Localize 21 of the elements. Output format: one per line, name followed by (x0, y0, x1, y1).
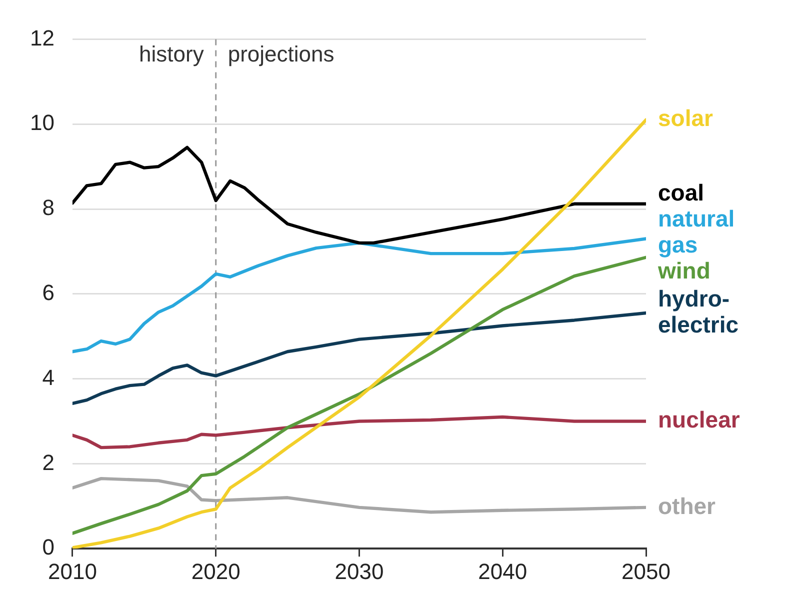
series-label: nuclear (658, 406, 740, 433)
x-tick-label: 2030 (334, 558, 384, 584)
y-tick-label: 4 (42, 364, 54, 390)
x-tick-label: 2020 (191, 558, 240, 584)
y-tick-label: 10 (30, 110, 54, 136)
x-tick-label: 2040 (478, 558, 528, 584)
series-label: wind (657, 258, 710, 284)
series-label: coal (658, 180, 704, 206)
series-label: solar (658, 105, 714, 132)
x-tick-label: 2050 (622, 558, 670, 584)
y-tick-label: 0 (42, 534, 54, 560)
series-label: hydro-electric (658, 285, 739, 338)
y-tick-label: 8 (42, 195, 54, 220)
y-tick-label: 12 (30, 25, 54, 50)
annotation: projections (228, 41, 334, 66)
series-label: other (658, 492, 716, 519)
y-tick-label: 6 (42, 280, 54, 305)
series-label: natural gas (658, 206, 735, 258)
y-tick-label: 2 (42, 450, 54, 475)
annotation: history (139, 41, 204, 66)
x-tick-label: 2010 (48, 558, 97, 584)
